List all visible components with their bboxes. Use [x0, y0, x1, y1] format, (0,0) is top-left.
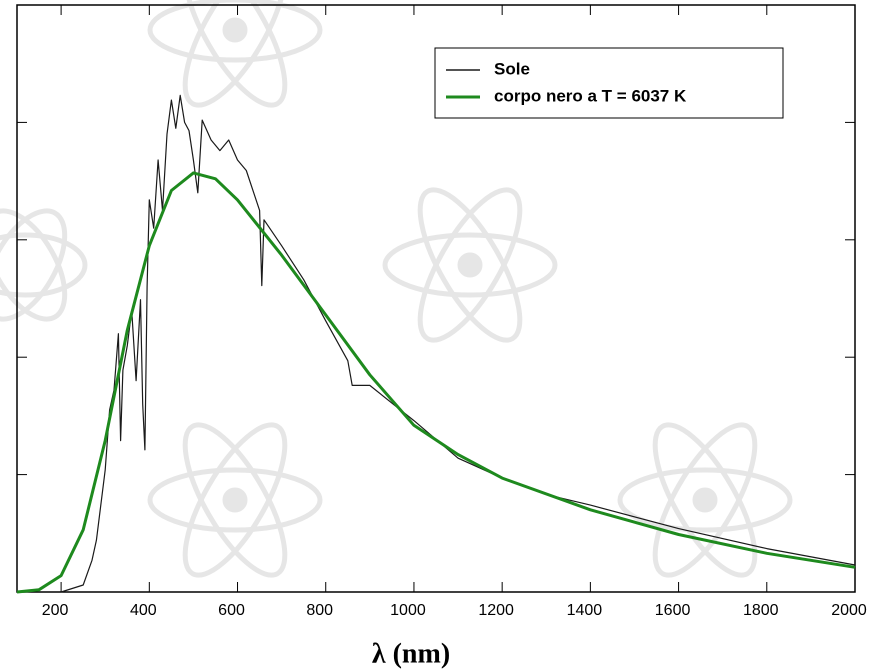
x-tick-label: 400	[130, 602, 157, 619]
x-tick-label: 1600	[655, 602, 691, 619]
legend: Sole corpo nero a T = 6037 K	[434, 47, 784, 119]
series-line	[16, 171, 856, 594]
x-tick-label: 1400	[567, 602, 603, 619]
x-tick-label: 1800	[743, 602, 779, 619]
x-tick-label: 2000	[831, 602, 867, 619]
plot-frame	[16, 4, 856, 593]
watermark	[0, 0, 793, 578]
x-tick-label: 600	[218, 602, 245, 619]
legend-box	[434, 47, 784, 119]
x-tick-label: 800	[306, 602, 333, 619]
x-axis-label: λ (nm)	[372, 638, 450, 669]
legend-label: Sole	[494, 59, 530, 78]
x-tick-label: 1000	[390, 602, 426, 619]
legend-label: corpo nero a T = 6037 K	[494, 86, 687, 105]
x-tick-label: 200	[42, 602, 69, 619]
series-line	[60, 94, 856, 593]
x-tick-label: 1200	[478, 602, 514, 619]
